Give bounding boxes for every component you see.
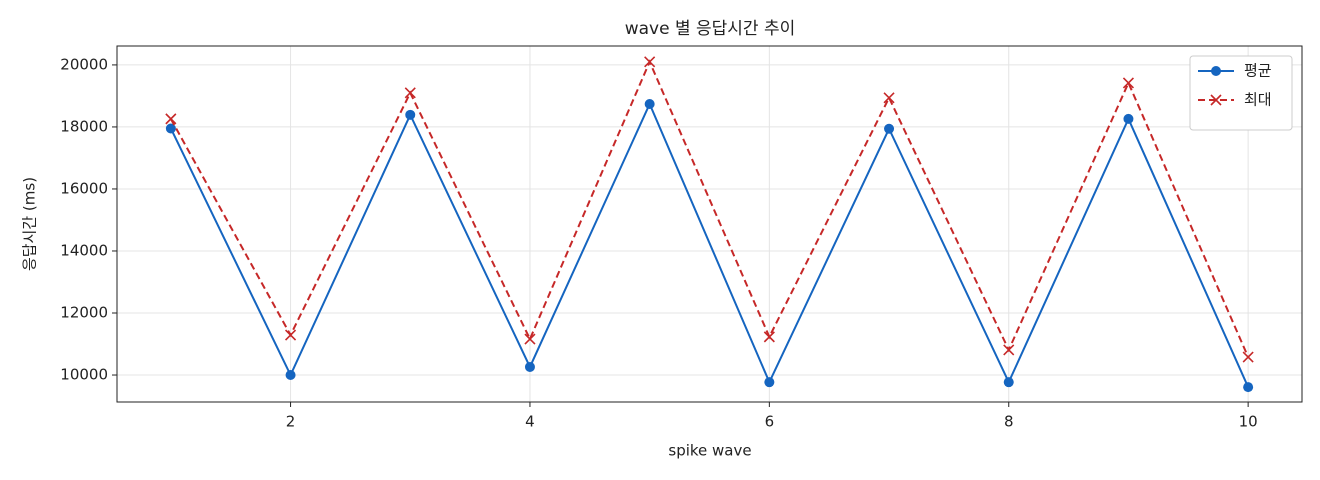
marker <box>884 123 895 134</box>
marker <box>165 123 176 134</box>
marker <box>1243 382 1254 393</box>
marker <box>165 113 177 125</box>
legend-label: 평균 <box>1244 62 1272 80</box>
marker <box>524 333 536 345</box>
marker <box>284 329 297 341</box>
marker <box>1242 351 1254 363</box>
y-tick-label: 14000 <box>60 241 108 259</box>
y-tick-label: 20000 <box>60 55 108 73</box>
x-axis-label: spike wave <box>668 442 751 460</box>
series-line <box>169 59 1250 358</box>
legend-marker <box>1211 66 1221 76</box>
marker <box>285 370 296 381</box>
marker <box>1003 344 1015 356</box>
legend-label: 최대 <box>1244 91 1272 109</box>
marker <box>644 56 656 68</box>
y-tick-label: 18000 <box>60 117 108 135</box>
marker <box>883 92 895 104</box>
chart-title: wave 별 응답시간 추이 <box>625 19 796 39</box>
x-tick-label: 4 <box>525 413 535 431</box>
legend-box <box>1189 55 1293 131</box>
y-axis-label: 응답시간 (ms) <box>21 177 39 271</box>
marker <box>1003 377 1014 388</box>
marker <box>764 377 775 388</box>
marker <box>524 361 535 372</box>
marker <box>1123 113 1134 124</box>
marker <box>405 109 416 120</box>
marker <box>404 87 416 99</box>
x-tick-label: 10 <box>1239 413 1258 431</box>
marker <box>644 98 655 109</box>
x-tick-label: 6 <box>765 413 775 431</box>
marker <box>763 331 775 343</box>
series-line <box>169 101 1250 388</box>
y-tick-label: 12000 <box>60 304 108 322</box>
x-tick-label: 8 <box>1004 413 1014 431</box>
plot-frame <box>116 45 1303 403</box>
legend-marker <box>1210 94 1222 106</box>
y-tick-label: 10000 <box>60 366 108 384</box>
y-tick-label: 16000 <box>60 179 108 197</box>
marker <box>1122 77 1135 89</box>
x-tick-label: 2 <box>286 413 296 431</box>
